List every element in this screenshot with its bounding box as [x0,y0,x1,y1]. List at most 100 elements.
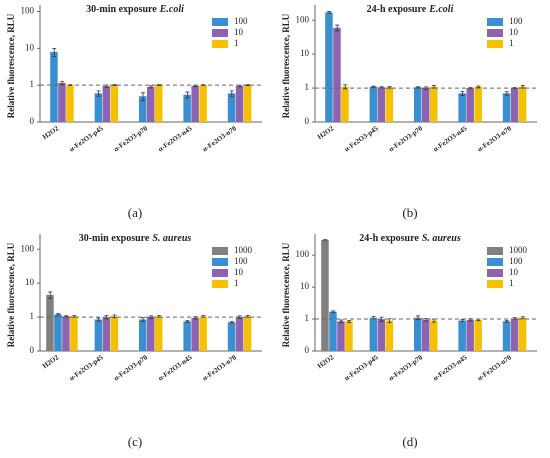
bar [155,85,163,122]
legend-swatch [212,29,228,37]
legend-label: 10 [509,27,519,37]
error-bar [56,313,61,316]
bar [147,317,155,351]
legend-label: 1000 [234,245,253,255]
error-bar [141,92,145,102]
bar [430,320,438,351]
error-bar [52,47,57,57]
title-organism: E.coli [159,4,184,15]
error-bar [504,91,509,96]
bar [46,294,54,351]
bar [102,85,111,122]
panel: 24-h exposure E.coli Relative fluorescence… [281,4,537,220]
bar [325,12,333,123]
bar [369,317,378,351]
error-bar [460,90,465,96]
legend-label: 100 [234,16,248,26]
legend-swatch [212,247,228,255]
x-tick-label: α-Fe2O3-n70 [476,353,513,382]
x-tick-label: α-Fe2O3-n70 [476,124,513,153]
bar [321,239,329,351]
legend-label: 10 [234,27,244,37]
bar [466,88,474,122]
bar [227,322,236,351]
x-tick-label: α-Fe2O3-p70 [112,353,149,382]
title-text: 24-h exposure [359,233,419,244]
error-bar [327,11,332,14]
bar [139,319,147,351]
legend-label: 100 [509,16,523,26]
legend-label: 1 [509,278,514,288]
title-organism: S. aureus [152,233,191,244]
error-bar [185,319,190,323]
x-tick-label: α-Fe2O3-n45 [432,124,469,153]
legend-label: 1 [509,38,514,48]
legend-swatch [487,18,503,26]
panel: 30-min exposure E.coli Relative fluorescen… [6,4,262,220]
error-bar [460,319,465,322]
y-tick-label: 10 [300,48,310,58]
legend-swatch [487,280,503,288]
bar [58,82,66,122]
title-text: 30-min exposure [86,4,157,15]
bar [337,321,345,351]
bar [510,88,519,122]
bar [510,318,519,351]
legend-swatch [212,280,228,288]
bar [235,317,244,351]
bar [155,316,163,351]
title-organism: E.coli [428,4,453,15]
error-bar [141,317,145,322]
y-tick-label: 1 [30,79,35,89]
legend-label: 100 [509,256,523,266]
x-tick-label: α-Fe2O3-p70 [387,353,424,382]
chart-title: 24-h exposure E.coli [367,4,454,15]
error-bar [335,24,340,32]
error-bar [416,315,420,321]
y-tick-label: 100 [21,6,35,16]
error-bar [424,86,428,90]
legend-swatch [212,40,228,48]
title-organism: S. aureus [422,233,461,244]
bar [474,319,482,351]
y-tick-label: 0 [305,116,310,126]
bar [385,87,394,122]
x-tick-label: α-Fe2O3-n45 [157,353,194,382]
bar [414,317,422,351]
legend-label: 10 [509,267,519,277]
bar [102,317,111,351]
y-tick-label: 10 [25,277,35,287]
error-bar [229,90,234,97]
bar [70,316,78,351]
bar [333,27,341,123]
x-tick-label: α-Fe2O3-n45 [432,353,469,382]
legend-swatch [487,258,503,266]
bar [235,85,244,122]
bar [430,86,438,122]
bar [466,319,474,351]
bar [183,94,191,122]
bar [199,316,207,351]
y-tick-label: 0 [305,345,310,355]
y-axis-label: Relative fluorescence, RLU [6,13,16,118]
x-tick-label: H2O2 [41,124,61,141]
error-bar [149,315,153,319]
error-bar [347,319,352,323]
bar [147,86,155,122]
bar [191,85,199,122]
error-bar [96,317,101,322]
error-bar [476,85,481,88]
bar [243,85,252,122]
x-tick-label: α-Fe2O3-p45 [68,124,105,153]
title-text: 30-min exposure [79,233,150,244]
error-bar [48,291,53,300]
bar [414,87,422,122]
bar [502,93,511,122]
panel-label: (a) [128,205,142,220]
bar [422,88,430,122]
bar [243,316,252,351]
bar [191,317,199,351]
y-tick-label: 1 [305,82,310,92]
error-bar [331,310,336,313]
y-tick-label: 100 [21,243,35,253]
